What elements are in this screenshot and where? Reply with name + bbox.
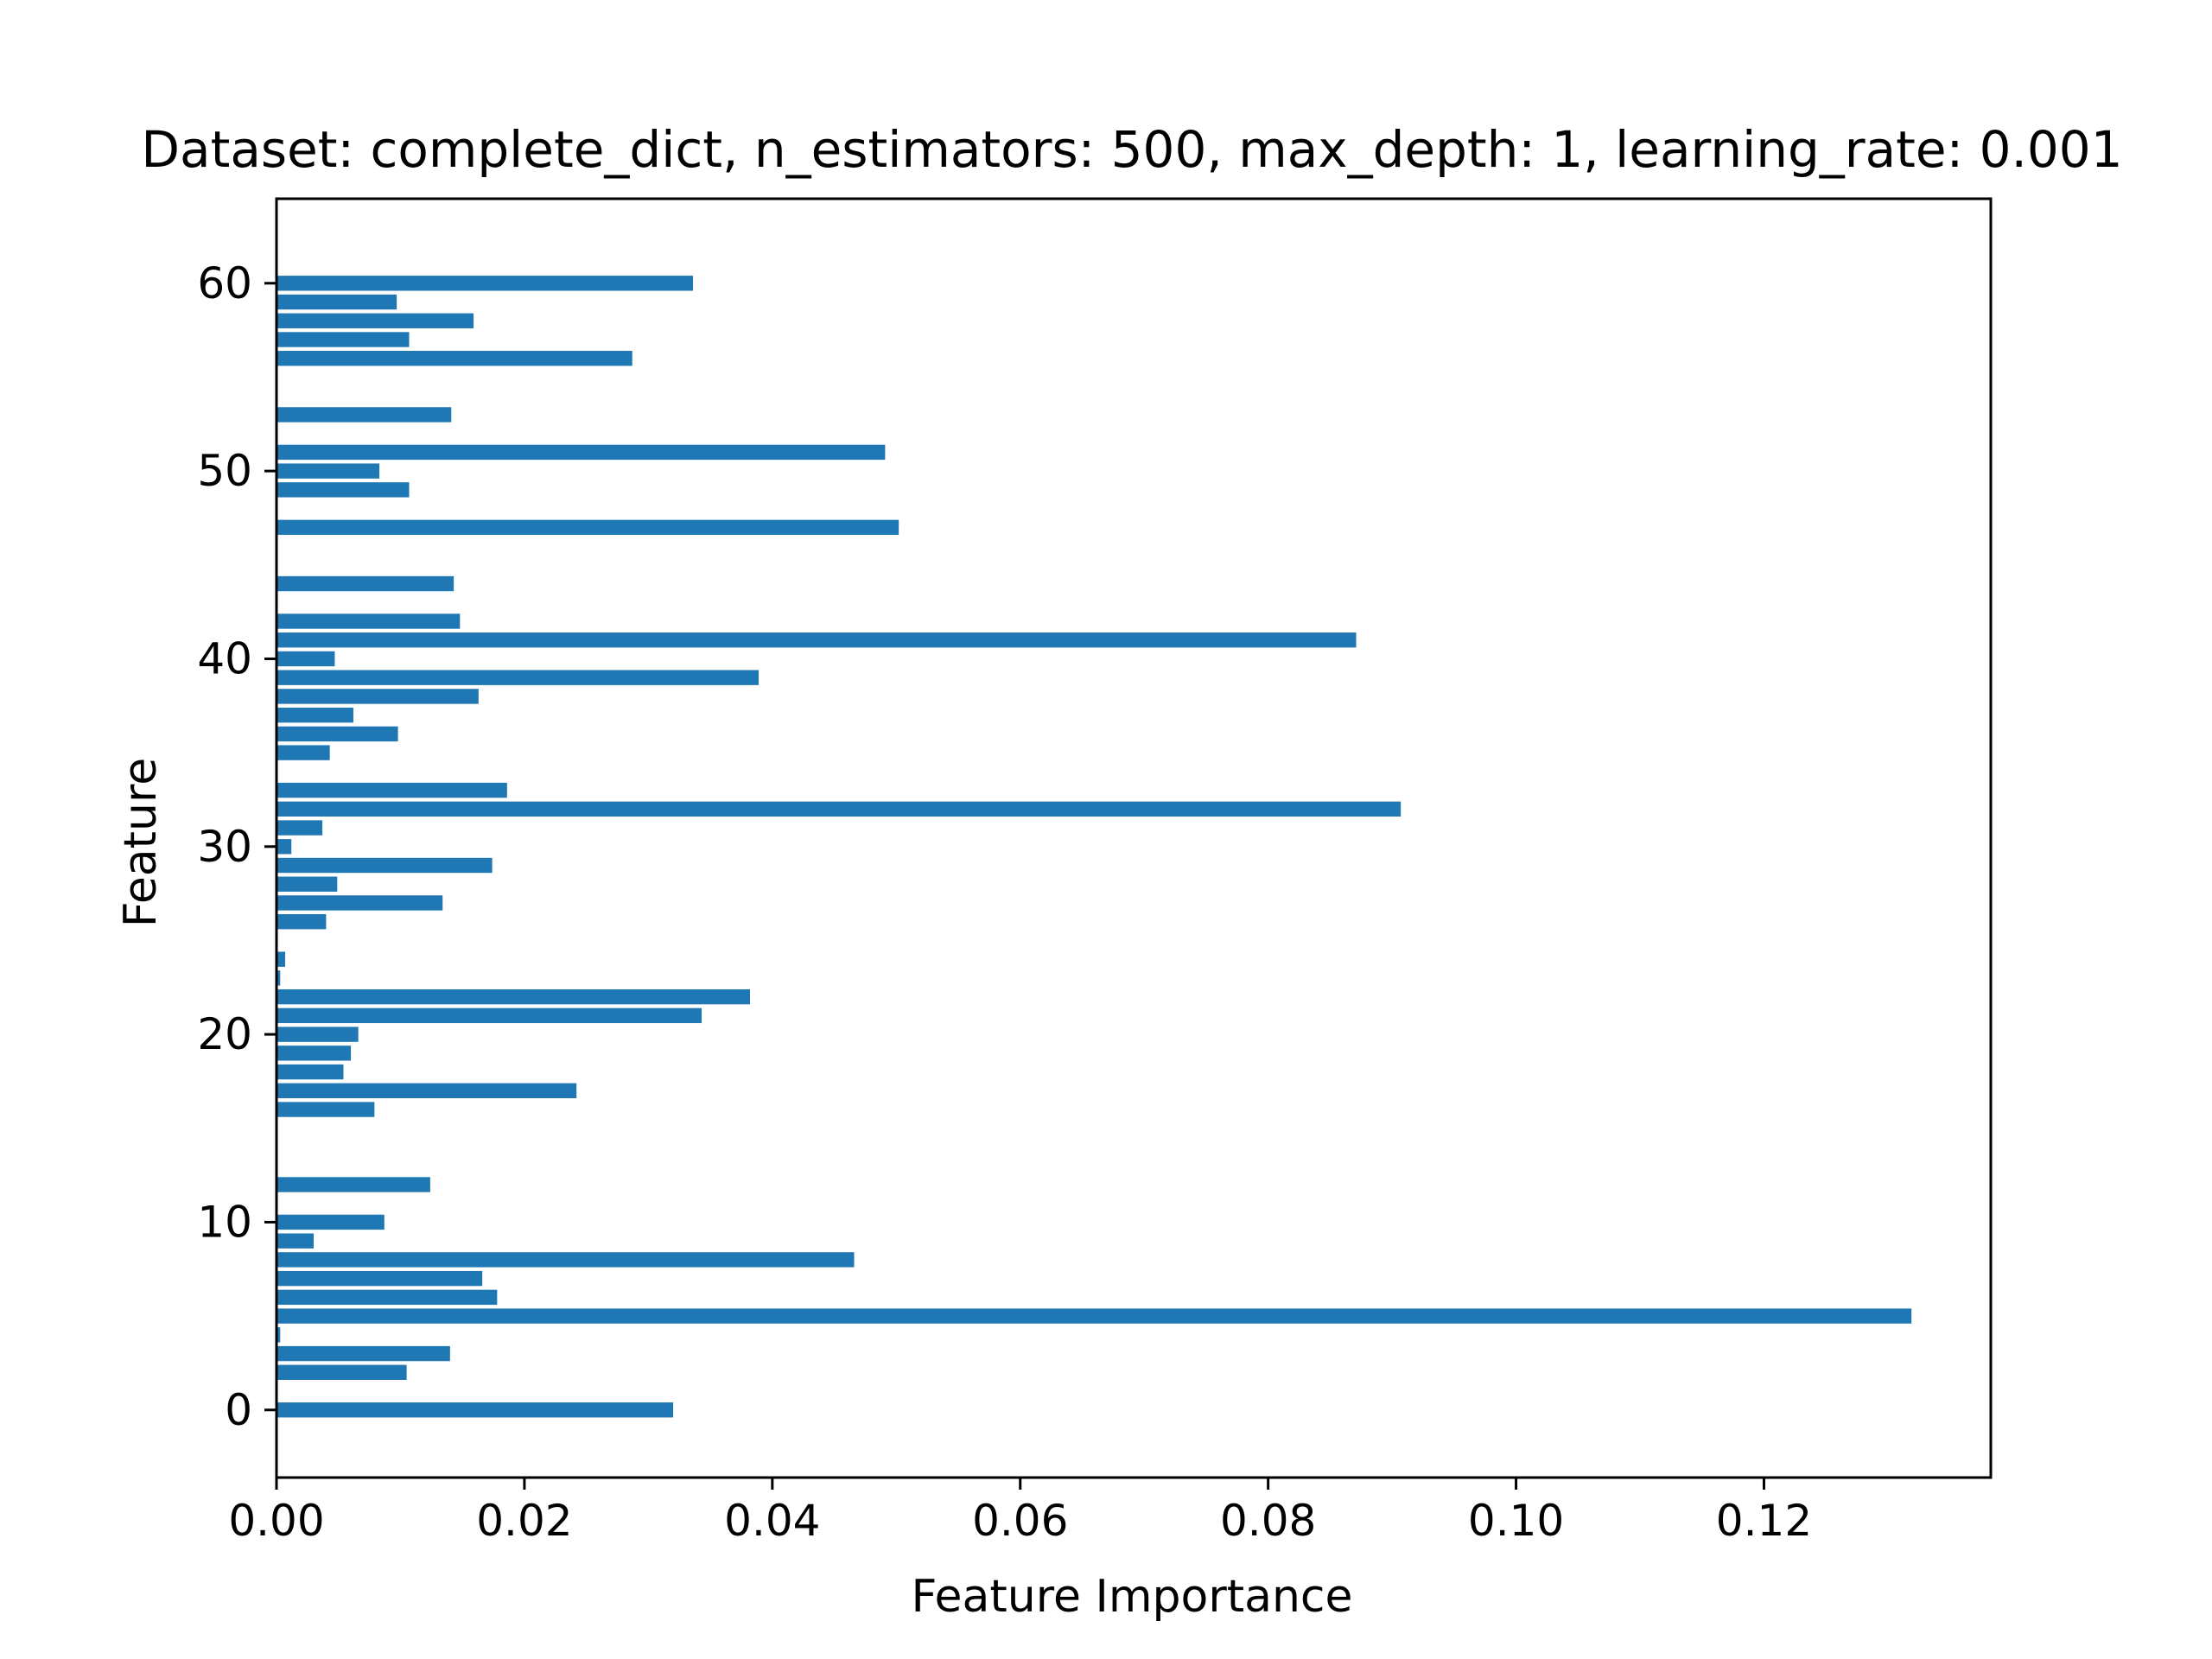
x-tick-label: 0.06	[972, 1496, 1068, 1546]
bar-feature-30	[276, 839, 292, 855]
chart-title: Dataset: complete_dict, n_estimators: 50…	[141, 120, 2122, 179]
x-ticks-group: 0.00 0.02 0.04 0.06 0.08 0.10 0.12	[228, 1478, 1812, 1546]
bar-feature-38	[276, 689, 479, 704]
y-tick-label: 60	[197, 258, 252, 308]
bar-feature-50	[276, 463, 380, 479]
bar-feature-19	[276, 1046, 352, 1061]
bar-feature-58	[276, 313, 474, 328]
bar-feature-12	[276, 1177, 430, 1192]
bar-feature-39	[276, 670, 760, 685]
y-ticks-group: 0 10 20 30 40 50 60	[197, 258, 276, 1435]
y-tick-label: 20	[197, 1009, 252, 1059]
x-tick-label: 0.10	[1468, 1496, 1564, 1546]
bar-feature-59	[276, 294, 397, 310]
bar-feature-2	[276, 1364, 407, 1380]
y-tick-label: 10	[197, 1197, 252, 1247]
x-tick-label: 0.04	[724, 1496, 820, 1546]
x-tick-label: 0.00	[228, 1496, 324, 1546]
bar-feature-37	[276, 707, 353, 723]
bar-feature-18	[276, 1064, 344, 1080]
plot-frame	[275, 197, 1993, 1479]
bar-feature-4	[276, 1327, 281, 1343]
bars-group	[276, 276, 1912, 1418]
x-tick-label: 0.12	[1716, 1496, 1812, 1546]
y-tick-label: 50	[197, 446, 252, 496]
x-tick-label: 0.02	[476, 1496, 572, 1546]
bar-feature-31	[276, 820, 323, 836]
bar-feature-21	[276, 1007, 702, 1024]
bar-feature-33	[276, 782, 507, 798]
bar-feature-0	[276, 1402, 674, 1418]
bar-feature-8	[276, 1252, 855, 1268]
bar-feature-35	[276, 745, 330, 760]
bar-feature-22	[276, 988, 751, 1005]
bar-feature-42	[276, 613, 461, 629]
bar-feature-51	[276, 444, 886, 461]
bar-feature-44	[276, 575, 454, 592]
bar-feature-60	[276, 276, 694, 291]
bar-feature-7	[276, 1270, 483, 1287]
bar-feature-49	[276, 482, 410, 498]
bar-feature-57	[276, 332, 410, 347]
bar-feature-3	[276, 1345, 450, 1362]
bar-feature-56	[276, 351, 632, 366]
bar-feature-17	[276, 1083, 577, 1098]
bar-feature-26	[276, 914, 327, 930]
bar-feature-6	[276, 1289, 498, 1306]
bar-feature-40	[276, 651, 335, 667]
bar-feature-53	[276, 407, 452, 423]
bar-feature-24	[276, 951, 286, 967]
y-tick-label: 40	[197, 633, 252, 683]
x-tick-label: 0.08	[1220, 1496, 1316, 1546]
x-axis-label: Feature Importance	[911, 1571, 1352, 1623]
bar-feature-5	[276, 1308, 1912, 1324]
bar-feature-27	[276, 895, 443, 911]
bar-feature-29	[276, 857, 493, 874]
y-tick-label: 0	[225, 1385, 252, 1435]
axes-group	[275, 197, 1993, 1479]
bar-feature-20	[276, 1027, 359, 1042]
bar-feature-28	[276, 876, 338, 892]
y-axis-label: Feature	[115, 758, 167, 928]
bar-feature-36	[276, 726, 398, 742]
bar-feature-23	[276, 970, 281, 986]
bar-feature-41	[276, 632, 1357, 648]
bar-feature-10	[276, 1214, 385, 1230]
bar-feature-9	[276, 1233, 315, 1249]
bar-feature-32	[276, 801, 1402, 817]
bar-feature-47	[276, 519, 899, 536]
y-tick-label: 30	[197, 822, 252, 872]
bar-feature-16	[276, 1102, 375, 1117]
